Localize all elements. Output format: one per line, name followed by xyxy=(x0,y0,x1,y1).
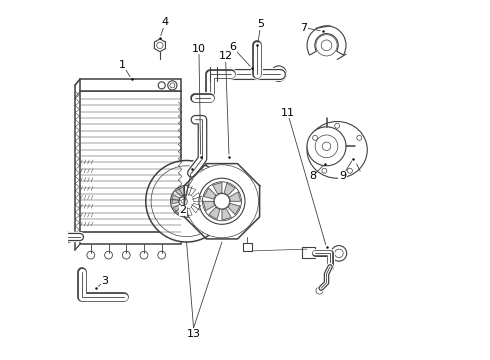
Circle shape xyxy=(357,135,362,140)
Circle shape xyxy=(225,68,236,79)
Polygon shape xyxy=(203,201,215,211)
Circle shape xyxy=(158,82,165,89)
Circle shape xyxy=(151,166,222,237)
Circle shape xyxy=(271,66,287,81)
Bar xyxy=(302,247,315,258)
Text: 6: 6 xyxy=(229,42,236,52)
Polygon shape xyxy=(224,183,235,195)
Circle shape xyxy=(316,287,323,294)
Ellipse shape xyxy=(307,122,368,178)
Circle shape xyxy=(168,81,177,90)
Circle shape xyxy=(214,193,230,209)
Wedge shape xyxy=(307,26,346,55)
Polygon shape xyxy=(222,209,231,220)
Circle shape xyxy=(122,251,130,259)
Text: 3: 3 xyxy=(101,276,108,286)
Text: 1: 1 xyxy=(119,60,126,70)
Circle shape xyxy=(347,168,352,173)
Circle shape xyxy=(87,251,95,259)
Polygon shape xyxy=(172,195,180,204)
Circle shape xyxy=(62,232,73,243)
Text: 7: 7 xyxy=(300,23,307,33)
Polygon shape xyxy=(228,203,240,215)
Text: 4: 4 xyxy=(162,17,169,27)
Polygon shape xyxy=(187,186,196,195)
Circle shape xyxy=(157,42,163,49)
Polygon shape xyxy=(204,188,216,199)
Circle shape xyxy=(335,123,340,128)
Text: 8: 8 xyxy=(309,171,316,181)
Circle shape xyxy=(335,249,343,258)
Circle shape xyxy=(179,197,187,206)
Circle shape xyxy=(158,251,166,259)
Polygon shape xyxy=(175,187,185,196)
Circle shape xyxy=(331,246,347,261)
Polygon shape xyxy=(209,207,220,219)
Circle shape xyxy=(315,135,338,158)
Circle shape xyxy=(180,195,193,208)
Circle shape xyxy=(146,161,227,242)
Circle shape xyxy=(170,83,175,88)
Circle shape xyxy=(171,185,202,217)
Bar xyxy=(80,91,181,233)
Bar xyxy=(80,232,181,244)
Circle shape xyxy=(274,69,283,78)
Text: 2: 2 xyxy=(179,205,187,215)
Circle shape xyxy=(307,127,346,166)
Circle shape xyxy=(316,35,337,56)
Circle shape xyxy=(322,168,327,173)
Polygon shape xyxy=(213,183,222,194)
Polygon shape xyxy=(193,193,201,201)
Polygon shape xyxy=(229,192,241,201)
Circle shape xyxy=(199,178,245,224)
Text: 12: 12 xyxy=(219,51,233,61)
Polygon shape xyxy=(183,208,192,216)
Circle shape xyxy=(322,142,331,150)
Text: 10: 10 xyxy=(192,44,206,54)
Text: 5: 5 xyxy=(257,19,265,29)
Circle shape xyxy=(321,40,332,51)
Circle shape xyxy=(181,199,185,203)
Polygon shape xyxy=(191,203,201,213)
Circle shape xyxy=(185,165,258,238)
Circle shape xyxy=(202,182,242,221)
Polygon shape xyxy=(173,204,183,214)
Text: 9: 9 xyxy=(339,171,346,181)
Text: 13: 13 xyxy=(187,329,200,339)
Circle shape xyxy=(105,251,112,259)
Bar xyxy=(243,243,252,251)
Circle shape xyxy=(140,251,148,259)
Text: 11: 11 xyxy=(281,108,294,118)
Circle shape xyxy=(313,135,318,140)
Bar xyxy=(80,79,181,91)
